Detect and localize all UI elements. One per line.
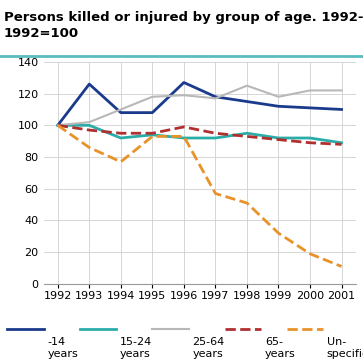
Text: years: years	[120, 349, 151, 359]
Text: 25-64: 25-64	[192, 337, 225, 347]
Text: specified: specified	[327, 349, 363, 359]
Text: Un-: Un-	[327, 337, 346, 347]
Text: years: years	[265, 349, 296, 359]
Text: Persons killed or injured by group of age. 1992-2001.
1992=100: Persons killed or injured by group of ag…	[4, 11, 363, 40]
Text: 65-: 65-	[265, 337, 283, 347]
Text: -14: -14	[47, 337, 65, 347]
Text: years: years	[192, 349, 223, 359]
Text: years: years	[47, 349, 78, 359]
Text: 15-24: 15-24	[120, 337, 152, 347]
